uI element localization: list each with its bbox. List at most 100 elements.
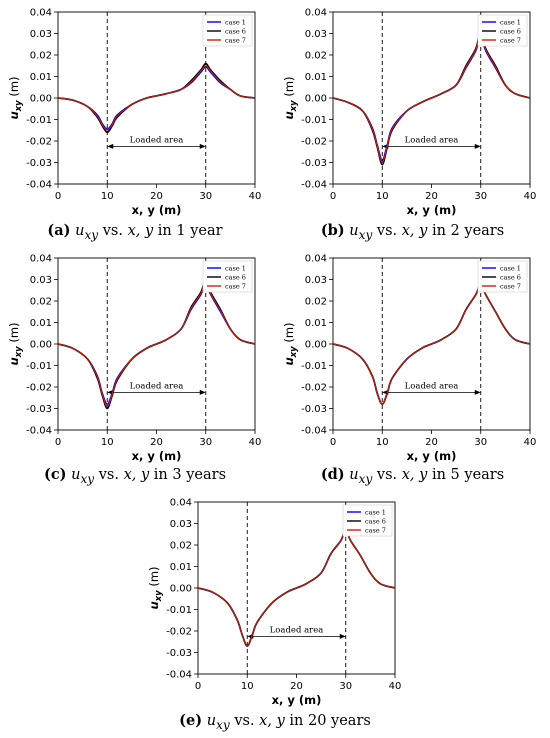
y-axis-unit: (m) (282, 76, 296, 100)
x-tick-label: 20 (150, 437, 163, 448)
loaded-area-label: Loaded area (405, 381, 459, 391)
caption-y-symbol: u (71, 467, 81, 483)
y-tick-label: 0.02 (170, 541, 192, 552)
arrowhead-right-icon (199, 143, 206, 149)
y-axis-subscript: xy (289, 100, 299, 112)
legend-label: case 7 (500, 283, 521, 291)
x-tick-label: 0 (330, 437, 336, 448)
caption-in: in (431, 223, 446, 239)
caption-time: 20 years (307, 713, 371, 729)
series-line-case-1 (57, 66, 256, 130)
y-tick-label: 0.00 (305, 94, 327, 105)
chart-e: -0.04 -0.03 -0.02 -0.01 0.00 0.01 0.02 0.03 0.04… (147, 498, 401, 708)
y-tick-label: -0.03 (301, 158, 327, 169)
caption-vs: vs. (102, 223, 123, 239)
loaded-area-label: Loaded area (130, 135, 184, 145)
caption-x-symbol: x, y (401, 223, 428, 239)
x-axis-label: x, y (m) (132, 449, 182, 463)
caption-label: (d) (320, 466, 345, 483)
caption-c: (c) uxy vs. x, y in 3 years (0, 466, 270, 486)
caption-time: 5 years (450, 467, 505, 483)
x-tick-label: 0 (55, 437, 61, 448)
y-tick-label: -0.03 (26, 404, 52, 415)
y-tick-label: -0.04 (301, 180, 327, 191)
y-tick-label: -0.01 (26, 361, 52, 372)
y-axis-subscript: xy (289, 346, 299, 358)
legend-label: case 7 (365, 527, 386, 535)
y-tick-label: 0.04 (170, 498, 192, 509)
caption-time: 3 years (172, 467, 227, 483)
caption-time: 1 year (176, 223, 223, 239)
x-tick-label: 20 (290, 681, 303, 692)
x-tick-label: 0 (330, 191, 336, 202)
y-tick-label: 0.01 (170, 562, 192, 573)
arrowhead-right-icon (199, 389, 206, 395)
legend-label: case 6 (500, 274, 521, 282)
y-axis-unit: (m) (7, 76, 21, 100)
series-line-case-6 (57, 62, 256, 134)
legend-label: case 1 (225, 19, 246, 27)
x-tick-label: 0 (55, 191, 61, 202)
y-axis-label: uxy (m) (282, 76, 299, 119)
x-tick-label: 10 (376, 191, 389, 202)
chart-panel-e: -0.04 -0.03 -0.02 -0.01 0.00 0.01 0.02 0.03 0.04… (140, 490, 410, 736)
caption-y-subscript: xy (358, 471, 373, 486)
x-tick-label: 30 (199, 437, 212, 448)
x-tick-label: 0 (195, 681, 201, 692)
chart-panel-b: -0.04 -0.03 -0.02 -0.01 0.00 0.01 0.02 0.03 0.04… (275, 0, 550, 246)
loaded-area-label: Loaded area (405, 135, 459, 145)
series-line-case-7 (332, 283, 531, 405)
y-tick-label: -0.01 (301, 361, 327, 372)
y-tick-label: -0.01 (301, 115, 327, 126)
series-line-case-7 (57, 281, 256, 407)
y-tick-label: 0.03 (305, 275, 327, 286)
caption-label: (c) (43, 466, 67, 483)
series-line-case-7 (332, 32, 531, 164)
legend-label: case 1 (500, 19, 521, 27)
y-tick-label: 0.00 (170, 584, 192, 595)
caption-x-symbol: x, y (401, 467, 428, 483)
legend-label: case 1 (225, 265, 246, 273)
x-tick-label: 20 (150, 191, 163, 202)
x-tick-label: 30 (199, 191, 212, 202)
x-tick-label: 30 (339, 681, 352, 692)
caption-d: (d) uxy vs. x, y in 5 years (275, 466, 550, 486)
y-tick-label: -0.03 (166, 648, 192, 659)
y-tick-label: 0.01 (30, 318, 52, 329)
y-tick-label: 0.00 (305, 340, 327, 351)
caption-label: (b) (320, 222, 345, 239)
y-tick-label: -0.04 (26, 180, 52, 191)
series-line-case-7 (57, 65, 256, 131)
legend-label: case 7 (500, 37, 521, 45)
y-tick-label: 0.00 (30, 94, 52, 105)
y-tick-label: 0.01 (305, 72, 327, 83)
arrowhead-right-icon (474, 389, 481, 395)
y-tick-label: -0.03 (26, 158, 52, 169)
x-axis-label: x, y (m) (132, 203, 182, 217)
y-axis-label: uxy (m) (282, 322, 299, 365)
caption-time: 2 years (450, 223, 505, 239)
y-tick-label: 0.01 (30, 72, 52, 83)
y-tick-label: 0.03 (170, 519, 192, 530)
x-tick-label: 40 (524, 437, 537, 448)
caption-y-subscript: xy (84, 227, 99, 242)
x-tick-label: 40 (249, 437, 262, 448)
x-tick-label: 10 (101, 437, 114, 448)
caption-in: in (289, 713, 304, 729)
y-axis-label: uxy (m) (7, 76, 24, 119)
y-axis-label: uxy (m) (147, 566, 164, 609)
legend-label: case 1 (365, 509, 386, 517)
x-tick-label: 10 (241, 681, 254, 692)
x-tick-label: 10 (376, 437, 389, 448)
caption-in: in (431, 467, 446, 483)
x-tick-label: 40 (249, 191, 262, 202)
y-tick-label: -0.04 (301, 426, 327, 437)
chart-d: -0.04 -0.03 -0.02 -0.01 0.00 0.01 0.02 0.03 0.04… (282, 254, 537, 464)
x-tick-label: 40 (524, 191, 537, 202)
caption-vs: vs. (376, 467, 398, 483)
caption-x-symbol: x, y (259, 713, 285, 729)
x-tick-label: 20 (425, 191, 438, 202)
y-tick-label: -0.02 (166, 627, 192, 638)
y-tick-label: 0.01 (305, 318, 327, 329)
caption-y-subscript: xy (80, 471, 95, 486)
